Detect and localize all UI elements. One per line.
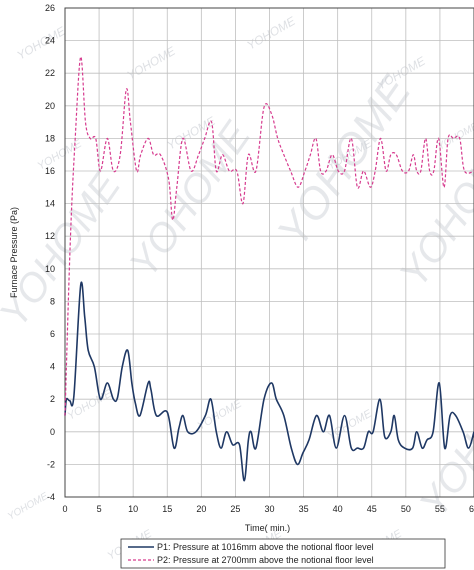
y-tick-label: 18 bbox=[45, 133, 55, 143]
legend: P1: Pressure at 1016mm above the notiona… bbox=[120, 538, 446, 569]
x-tick-label: 60 bbox=[469, 504, 474, 514]
x-tick-label: 40 bbox=[333, 504, 343, 514]
y-tick-label: 8 bbox=[50, 296, 55, 306]
y-tick-label: 4 bbox=[50, 362, 55, 372]
y-tick-label: 16 bbox=[45, 166, 55, 176]
y-tick-label: 26 bbox=[45, 3, 55, 13]
y-tick-label: -2 bbox=[47, 459, 55, 469]
watermark-text: YOHOME bbox=[36, 137, 85, 172]
y-tick-label: 12 bbox=[45, 231, 55, 241]
watermark-text: YOHOME bbox=[6, 491, 50, 523]
series-line-p2 bbox=[64, 56, 474, 416]
series-layer bbox=[64, 56, 474, 482]
y-tick-label: 6 bbox=[50, 329, 55, 339]
legend-label-p2: P2: Pressure at 2700mm above the notiona… bbox=[157, 555, 374, 565]
x-tick-label: 45 bbox=[367, 504, 377, 514]
x-tick-label: 50 bbox=[401, 504, 411, 514]
y-tick-label: -4 bbox=[47, 492, 55, 502]
y-tick-label: 20 bbox=[45, 101, 55, 111]
watermark-layer: YOHOME YOHOME YOHOME YOHOME YOHOME YOHOME YOHO… bbox=[0, 13, 474, 562]
y-axis-label: Furnace Pressure (Pa) bbox=[9, 207, 19, 298]
x-tick-label: 15 bbox=[162, 504, 172, 514]
y-tick-label: 22 bbox=[45, 68, 55, 78]
y-tick-label: 10 bbox=[45, 264, 55, 274]
x-axis-label: Time( min.) bbox=[245, 523, 290, 533]
watermark-text: YOHOME bbox=[196, 397, 245, 432]
legend-label-p1: P1: Pressure at 1016mm above the notiona… bbox=[157, 542, 374, 552]
plot-frame bbox=[64, 7, 474, 498]
watermark-text: YOHOME bbox=[125, 43, 179, 82]
x-axis-ticks: 0 5 10 15 20 25 30 35 40 45 50 55 60 bbox=[62, 504, 474, 514]
x-tick-label: 55 bbox=[435, 504, 445, 514]
y-tick-label: 0 bbox=[50, 427, 55, 437]
watermark-text: YOHOME bbox=[15, 23, 69, 62]
x-tick-label: 25 bbox=[230, 504, 240, 514]
watermark-text: YOHOME bbox=[268, 67, 421, 256]
y-tick-label: 2 bbox=[50, 394, 55, 404]
y-tick-label: 24 bbox=[45, 36, 55, 46]
watermark-text: YOHOME bbox=[391, 123, 474, 295]
legend-box bbox=[120, 538, 446, 569]
watermark-text: YOHOME bbox=[245, 13, 299, 52]
watermark-text: YOHOME bbox=[436, 121, 474, 153]
series-line-p1 bbox=[64, 281, 474, 482]
x-tick-label: 5 bbox=[97, 504, 102, 514]
y-tick-label: 14 bbox=[45, 199, 55, 209]
x-tick-label: 10 bbox=[128, 504, 138, 514]
x-tick-label: 30 bbox=[264, 504, 274, 514]
x-tick-label: 35 bbox=[299, 504, 309, 514]
x-tick-label: 20 bbox=[196, 504, 206, 514]
x-tick-label: 0 bbox=[62, 504, 67, 514]
